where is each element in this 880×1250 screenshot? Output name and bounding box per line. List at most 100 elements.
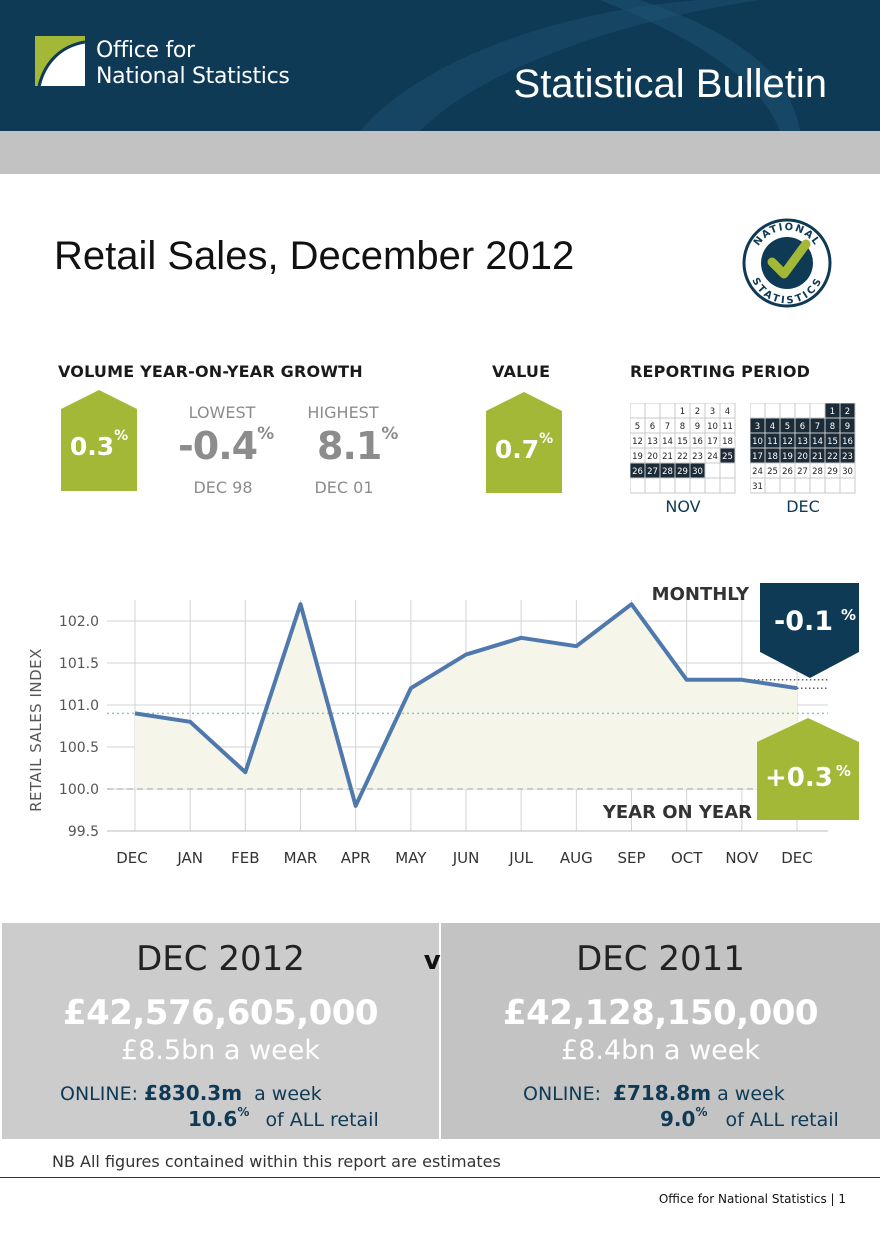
- dec-day-number: 1: [830, 407, 835, 417]
- nov-day-number: 7: [665, 422, 670, 432]
- nov-day-number: 22: [677, 452, 688, 462]
- nov-day-cell: [704, 477, 721, 494]
- nov-day-number: 18: [722, 437, 733, 447]
- nov-day-number: 4: [725, 407, 730, 417]
- year-on-year-marker: [757, 718, 859, 820]
- dec-day-number: 10: [752, 437, 763, 447]
- dec-day-number: 26: [782, 467, 793, 477]
- dec-day-number: 23: [842, 452, 853, 462]
- dec-day-number: 4: [770, 422, 775, 432]
- dec-day-number: 28: [812, 467, 823, 477]
- y-tick-label: 102.0: [59, 614, 99, 630]
- nov-day-number: 24: [707, 452, 718, 462]
- comparison-right-share: 9.0% of ALL retail: [660, 1105, 839, 1131]
- dec-day-number: 19: [782, 452, 793, 462]
- nov-day-number: 21: [662, 452, 673, 462]
- national-statistics-badge-icon: NATIONAL STATISTICS: [742, 218, 832, 308]
- online-value: £830.3m: [144, 1081, 243, 1105]
- reporting-period-label: REPORTING PERIOD: [630, 362, 811, 381]
- lowest-label: LOWEST: [188, 403, 256, 422]
- footer-divider: [0, 1177, 880, 1178]
- comparison-right-online: ONLINE: £718.8m a week: [523, 1081, 785, 1105]
- nov-day-number: 30: [692, 467, 703, 477]
- highest-unit: %: [381, 424, 399, 444]
- x-tick-label: APR: [341, 849, 371, 867]
- dec-day-number: 22: [827, 452, 838, 462]
- nov-day-number: 20: [647, 452, 658, 462]
- yoy-number: +0.3: [765, 763, 833, 793]
- dec-day-number: 7: [815, 422, 820, 432]
- online-label: ONLINE:: [60, 1083, 138, 1105]
- nov-day-number: 9: [695, 422, 700, 432]
- value-current-number: 0.7: [494, 435, 540, 464]
- x-tick-label: MAY: [395, 849, 427, 867]
- comparison-left-weekly: £8.5bn a week: [120, 1035, 321, 1066]
- dec-day-number: 13: [797, 437, 808, 447]
- x-tick-label: NOV: [725, 849, 759, 867]
- dec-day-cell: [839, 477, 856, 494]
- volume-current-number: 0.3: [69, 432, 115, 461]
- nov-day-cell: [659, 403, 676, 419]
- dec-day-number: 30: [842, 467, 853, 477]
- x-tick-label: JUL: [508, 849, 533, 867]
- nov-day-number: 23: [692, 452, 703, 462]
- dec-day-cell: [764, 403, 781, 419]
- highest-date: DEC 01: [314, 478, 374, 497]
- nov-day-number: 5: [635, 422, 640, 432]
- x-tick-label: DEC: [116, 849, 148, 867]
- retail-sales-series-line: [134, 602, 798, 808]
- monthly-number: -0.1: [774, 606, 833, 637]
- nov-day-number: 19: [632, 452, 643, 462]
- share-value: 9.0: [660, 1107, 696, 1131]
- dec-day-number: 14: [812, 437, 823, 447]
- nov-day-cell: [630, 477, 646, 494]
- year-on-year-label: YEAR ON YEAR: [602, 802, 752, 823]
- x-tick-label: MAR: [284, 849, 318, 867]
- nov-day-number: 13: [647, 437, 658, 447]
- value-current-unit: %: [539, 431, 554, 447]
- calendar-nov-label: NOV: [665, 497, 701, 516]
- comparison-left-online: ONLINE: £830.3m a week: [60, 1081, 322, 1105]
- header-grey-band: [0, 131, 880, 174]
- nov-day-number: 3: [710, 407, 715, 417]
- highest-label: HIGHEST: [307, 403, 379, 422]
- online-suffix: a week: [717, 1083, 785, 1105]
- share-suffix: of ALL retail: [725, 1109, 839, 1131]
- value-marker: [486, 392, 562, 493]
- dec-day-number: 25: [767, 467, 778, 477]
- retail-sales-line-chart: 99.5 100.0 100.5 101.0 101.5 102.0 DEC JAN FEB M…: [27, 583, 859, 867]
- x-tick-label: JUN: [452, 849, 480, 867]
- footer-page-label: Office for National Statistics | 1: [658, 1192, 846, 1206]
- highest-number: 8.1: [317, 424, 382, 468]
- value-growth-value: 0.7%: [486, 431, 562, 464]
- x-tick-label: DEC: [781, 849, 813, 867]
- nov-day-cell: [689, 477, 706, 494]
- yoy-unit: %: [836, 762, 851, 780]
- comparison-left-share: 10.6% of ALL retail: [188, 1105, 379, 1131]
- y-tick-label: 101.5: [59, 656, 99, 672]
- dec-day-cell: [750, 403, 766, 419]
- value-label: VALUE: [492, 362, 551, 381]
- online-value: £718.8m: [613, 1081, 712, 1105]
- y-axis-label: RETAIL SALES INDEX: [27, 648, 45, 812]
- share-suffix: of ALL retail: [265, 1109, 379, 1131]
- dec-day-cell: [779, 403, 796, 419]
- dec-day-number: 29: [827, 467, 838, 477]
- nov-day-number: 12: [632, 437, 643, 447]
- volume-growth-value: 0.3%: [61, 428, 137, 461]
- dec-day-cell: [764, 477, 781, 494]
- nov-day-number: 28: [662, 467, 673, 477]
- calendar-dec-label: DEC: [786, 497, 820, 516]
- share-unit: %: [237, 1105, 250, 1119]
- x-tick-label: FEB: [231, 849, 259, 867]
- lowest-unit: %: [257, 424, 275, 444]
- ons-logo-text: Office for National Statistics: [96, 38, 290, 90]
- comparison-dec-2011: DEC 2011 £42,128,150,000 £8.4bn a week O…: [441, 923, 880, 1139]
- dec-day-number: 31: [752, 482, 763, 492]
- bulletin-title: Statistical Bulletin: [513, 62, 827, 106]
- nov-day-cell: [644, 403, 661, 419]
- monthly-value: -0.1%: [774, 606, 856, 637]
- x-tick-label: JAN: [176, 849, 203, 867]
